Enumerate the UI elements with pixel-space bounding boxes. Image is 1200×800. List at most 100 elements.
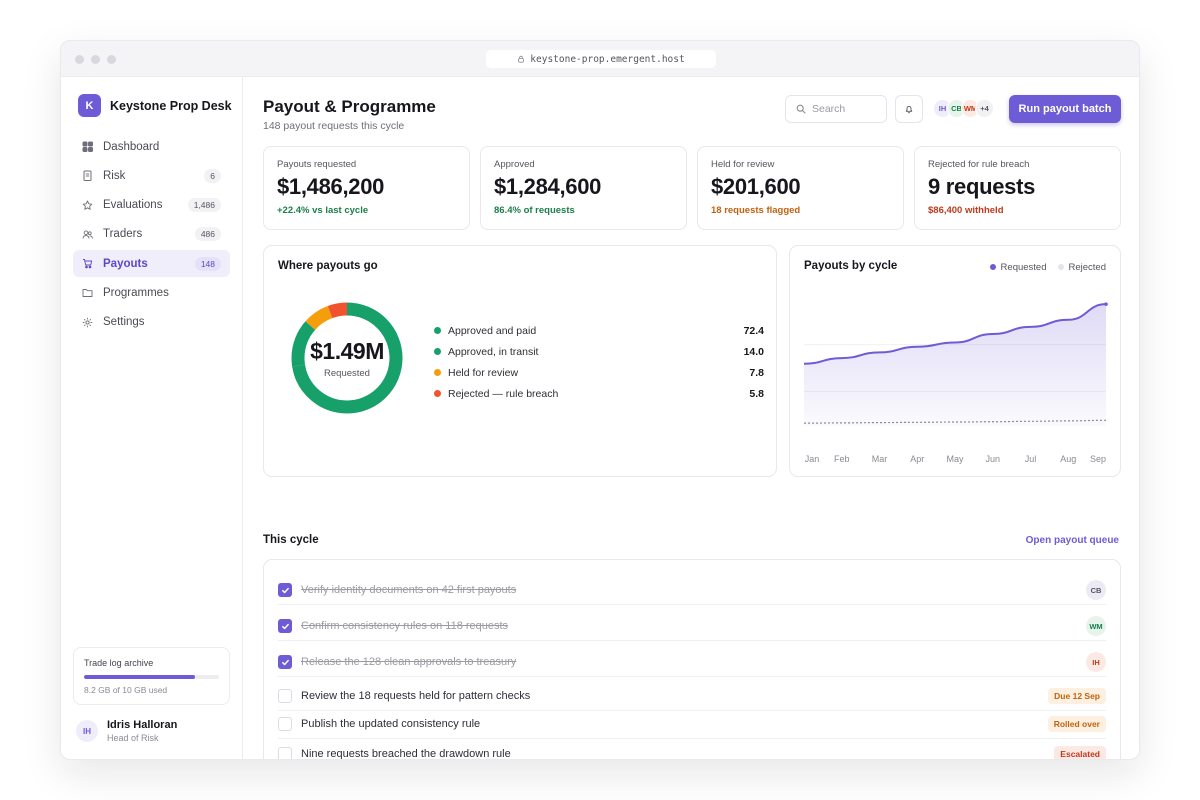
gear-icon <box>82 317 93 327</box>
kpi-card: Rejected for rule breach 9 requests $86,… <box>914 146 1121 230</box>
legend-value: 72.4 <box>743 324 764 337</box>
browser-window: keystone-prop.emergent.host K Keystone P… <box>60 40 1140 760</box>
legend-value: 14.0 <box>743 345 764 358</box>
task-checkbox[interactable] <box>278 689 292 703</box>
sidebar-item-label: Payouts <box>103 257 148 270</box>
users-icon <box>82 230 93 239</box>
team-avatars[interactable]: IH CB WM +4 <box>933 99 994 118</box>
brand-name: Keystone Prop Desk <box>110 98 232 113</box>
sidebar-nav: Dashboard Risk 6 Evaluations 1,486 Traders 486… <box>73 133 230 338</box>
legend-label: Approved and paid <box>448 324 537 337</box>
donut-segment[interactable] <box>291 302 403 414</box>
storage-progress-fill <box>84 675 195 679</box>
task-checkbox[interactable] <box>278 717 292 731</box>
task-checkbox[interactable] <box>278 583 292 597</box>
check-icon <box>281 623 289 629</box>
user-profile[interactable]: IH Idris Halloran Head of Risk <box>76 719 177 743</box>
sidebar-item-count: 6 <box>204 168 221 183</box>
task-text: Verify identity documents on 42 first pa… <box>301 584 517 596</box>
search-icon <box>796 104 806 114</box>
legend-item: Approved, in transit 14.0 <box>434 341 764 362</box>
task-checkbox[interactable] <box>278 655 292 669</box>
kpi-value: $1,284,600 <box>494 174 602 199</box>
section-title: This cycle <box>263 534 319 546</box>
kpi-label: Rejected for rule breach <box>928 159 1030 170</box>
donut-center: $1.49M Requested <box>289 300 405 416</box>
task-text: Publish the updated consistency rule <box>301 718 481 730</box>
donut-legend: Approved and paid 72.4 Approved, in tran… <box>434 320 764 404</box>
bell-icon <box>905 105 913 114</box>
storage-progress-bar <box>84 675 219 679</box>
task-row: Confirm consistency rules on 118 request… <box>278 612 1106 641</box>
maximize-dot[interactable] <box>107 55 116 64</box>
notifications-button[interactable] <box>895 95 923 123</box>
chart-legend: Requested Rejected <box>989 262 1106 273</box>
kpi-label: Approved <box>494 159 535 170</box>
legend-item: Held for review 7.8 <box>434 362 764 383</box>
status-badge: Escalated <box>1054 745 1106 759</box>
open-payout-queue-link[interactable]: Open payout queue <box>1025 535 1119 546</box>
minimize-dot[interactable] <box>91 55 100 64</box>
sidebar-item-risk[interactable]: Risk 6 <box>73 162 230 189</box>
x-tick-label: Mar <box>872 454 888 464</box>
sidebar: K Keystone Prop Desk Dashboard Risk 6 Evalu… <box>61 77 243 759</box>
task-checkbox[interactable] <box>278 619 292 633</box>
sidebar-item-payouts[interactable]: Payouts 148 <box>73 250 230 278</box>
brand-logo: K <box>78 94 101 117</box>
x-tick-label: Sep <box>1090 454 1106 464</box>
sidebar-item-count: 1,486 <box>187 198 221 213</box>
kpi-note: $86,400 withheld <box>928 205 1004 216</box>
page-subtitle: 148 payout requests this cycle <box>263 120 405 132</box>
legend-rejected[interactable]: Rejected <box>1057 262 1106 273</box>
area-chart: Jan Feb Mar Apr May Jun Jul Aug Sep <box>803 302 1108 464</box>
sidebar-item-evaluations[interactable]: Evaluations 1,486 <box>73 192 230 219</box>
brand[interactable]: K Keystone Prop Desk <box>78 94 232 117</box>
storage-text: 8.2 GB of 10 GB used <box>84 685 168 695</box>
user-role: Head of Risk <box>107 733 159 743</box>
document-icon <box>83 170 92 182</box>
sidebar-item-dashboard[interactable]: Dashboard <box>73 133 230 160</box>
assignee-avatar[interactable]: WM <box>1086 616 1106 636</box>
run-payout-batch-button[interactable]: Run payout batch <box>1009 95 1121 123</box>
address-bar[interactable]: keystone-prop.emergent.host <box>486 50 716 68</box>
storage-widget: Trade log archive 8.2 GB of 10 GB used <box>73 647 230 705</box>
x-tick-label: Jan <box>805 454 820 464</box>
sidebar-item-programmes[interactable]: Programmes <box>73 279 230 306</box>
x-tick-label: Jun <box>985 454 1000 464</box>
assignee-avatar[interactable]: IH <box>1086 652 1106 672</box>
sidebar-item-traders[interactable]: Traders 486 <box>73 221 230 248</box>
task-list: Verify identity documents on 42 first pa… <box>263 559 1121 759</box>
close-dot[interactable] <box>75 55 84 64</box>
search-input[interactable]: Search <box>785 95 887 123</box>
star-icon <box>82 200 93 210</box>
assignee-avatar[interactable]: CB <box>1086 580 1106 600</box>
legend-label: Approved, in transit <box>448 345 539 358</box>
task-text: Review the 18 requests held for pattern … <box>301 690 531 702</box>
kpi-value: $201,600 <box>711 174 801 199</box>
requested-point[interactable] <box>1104 302 1108 306</box>
main-content: Payout & Programme 148 payout requests t… <box>244 77 1139 759</box>
kpi-note: +22.4% vs last cycle <box>277 205 369 216</box>
task-row: Release the 128 clean approvals to treas… <box>278 648 1106 677</box>
sidebar-item-settings[interactable]: Settings <box>73 309 230 336</box>
check-icon <box>281 587 289 593</box>
sidebar-item-label: Programmes <box>103 286 169 299</box>
x-tick-label: May <box>946 454 964 464</box>
sidebar-item-label: Risk <box>103 169 126 182</box>
avatar[interactable]: +4 <box>975 99 994 118</box>
browser-titlebar: keystone-prop.emergent.host <box>61 41 1139 77</box>
legend-requested[interactable]: Requested <box>989 262 1047 273</box>
avatar: IH <box>76 720 98 742</box>
task-row: Publish the updated consistency rule Roll… <box>278 710 1106 739</box>
kpi-value: $1,486,200 <box>277 174 385 199</box>
kpi-card: Approved $1,284,600 86.4% of requests <box>480 146 687 230</box>
kpi-note: 18 requests flagged <box>711 205 801 216</box>
legend-value: 5.8 <box>749 387 764 400</box>
window-controls <box>75 55 116 64</box>
donut-segment[interactable] <box>291 302 403 414</box>
sidebar-item-label: Traders <box>103 228 143 241</box>
legend-label: Held for review <box>448 366 519 379</box>
x-tick-label: Feb <box>834 454 850 464</box>
requested-area <box>804 304 1106 426</box>
task-checkbox[interactable] <box>278 746 292 759</box>
